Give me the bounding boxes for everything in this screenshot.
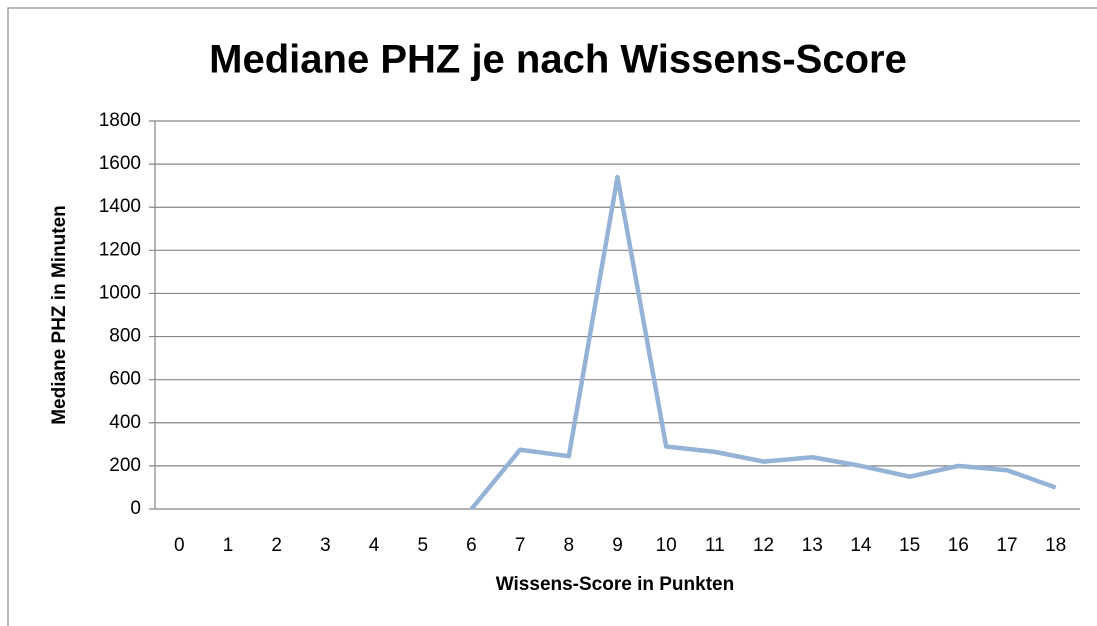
x-tick-label: 0 bbox=[174, 535, 185, 556]
y-tick-label: 1400 bbox=[99, 196, 141, 217]
x-tick-label: 3 bbox=[320, 535, 331, 556]
y-tick-label: 1600 bbox=[99, 153, 141, 174]
x-tick-label: 4 bbox=[369, 535, 380, 556]
y-tick-label: 200 bbox=[109, 455, 141, 476]
chart-title: Mediane PHZ je nach Wissens-Score bbox=[209, 38, 907, 82]
x-tick-label: 7 bbox=[515, 535, 526, 556]
y-tick-label: 1800 bbox=[99, 110, 141, 131]
x-tick-label: 9 bbox=[612, 535, 623, 556]
x-tick-label: 5 bbox=[417, 535, 428, 556]
y-tick-label: 1000 bbox=[99, 282, 141, 303]
x-axis-label: Wissens-Score in Punkten bbox=[496, 574, 734, 595]
x-tick-label: 10 bbox=[656, 535, 677, 556]
y-tick-label: 400 bbox=[109, 412, 141, 433]
y-tick-label: 0 bbox=[130, 498, 141, 519]
x-tick-label: 13 bbox=[802, 535, 823, 556]
y-axis-label: Mediane PHZ in Minuten bbox=[49, 205, 70, 425]
y-tick-label: 600 bbox=[109, 369, 141, 390]
y-tick-label: 1200 bbox=[99, 239, 141, 260]
x-tick-label: 17 bbox=[996, 535, 1017, 556]
x-tick-label: 15 bbox=[899, 535, 920, 556]
x-tick-label: 11 bbox=[705, 535, 725, 556]
chart-border bbox=[7, 7, 1097, 626]
x-tick-label: 1 bbox=[223, 535, 234, 556]
x-tick-label: 16 bbox=[948, 535, 969, 556]
x-tick-label: 6 bbox=[466, 535, 477, 556]
x-tick-label: 18 bbox=[1045, 535, 1066, 556]
x-tick-label: 8 bbox=[564, 535, 575, 556]
x-tick-label: 12 bbox=[753, 535, 774, 556]
x-tick-label: 2 bbox=[271, 535, 282, 556]
data-line bbox=[469, 174, 1057, 511]
x-tick-label: 14 bbox=[850, 535, 872, 556]
y-tick-label: 800 bbox=[109, 326, 141, 347]
